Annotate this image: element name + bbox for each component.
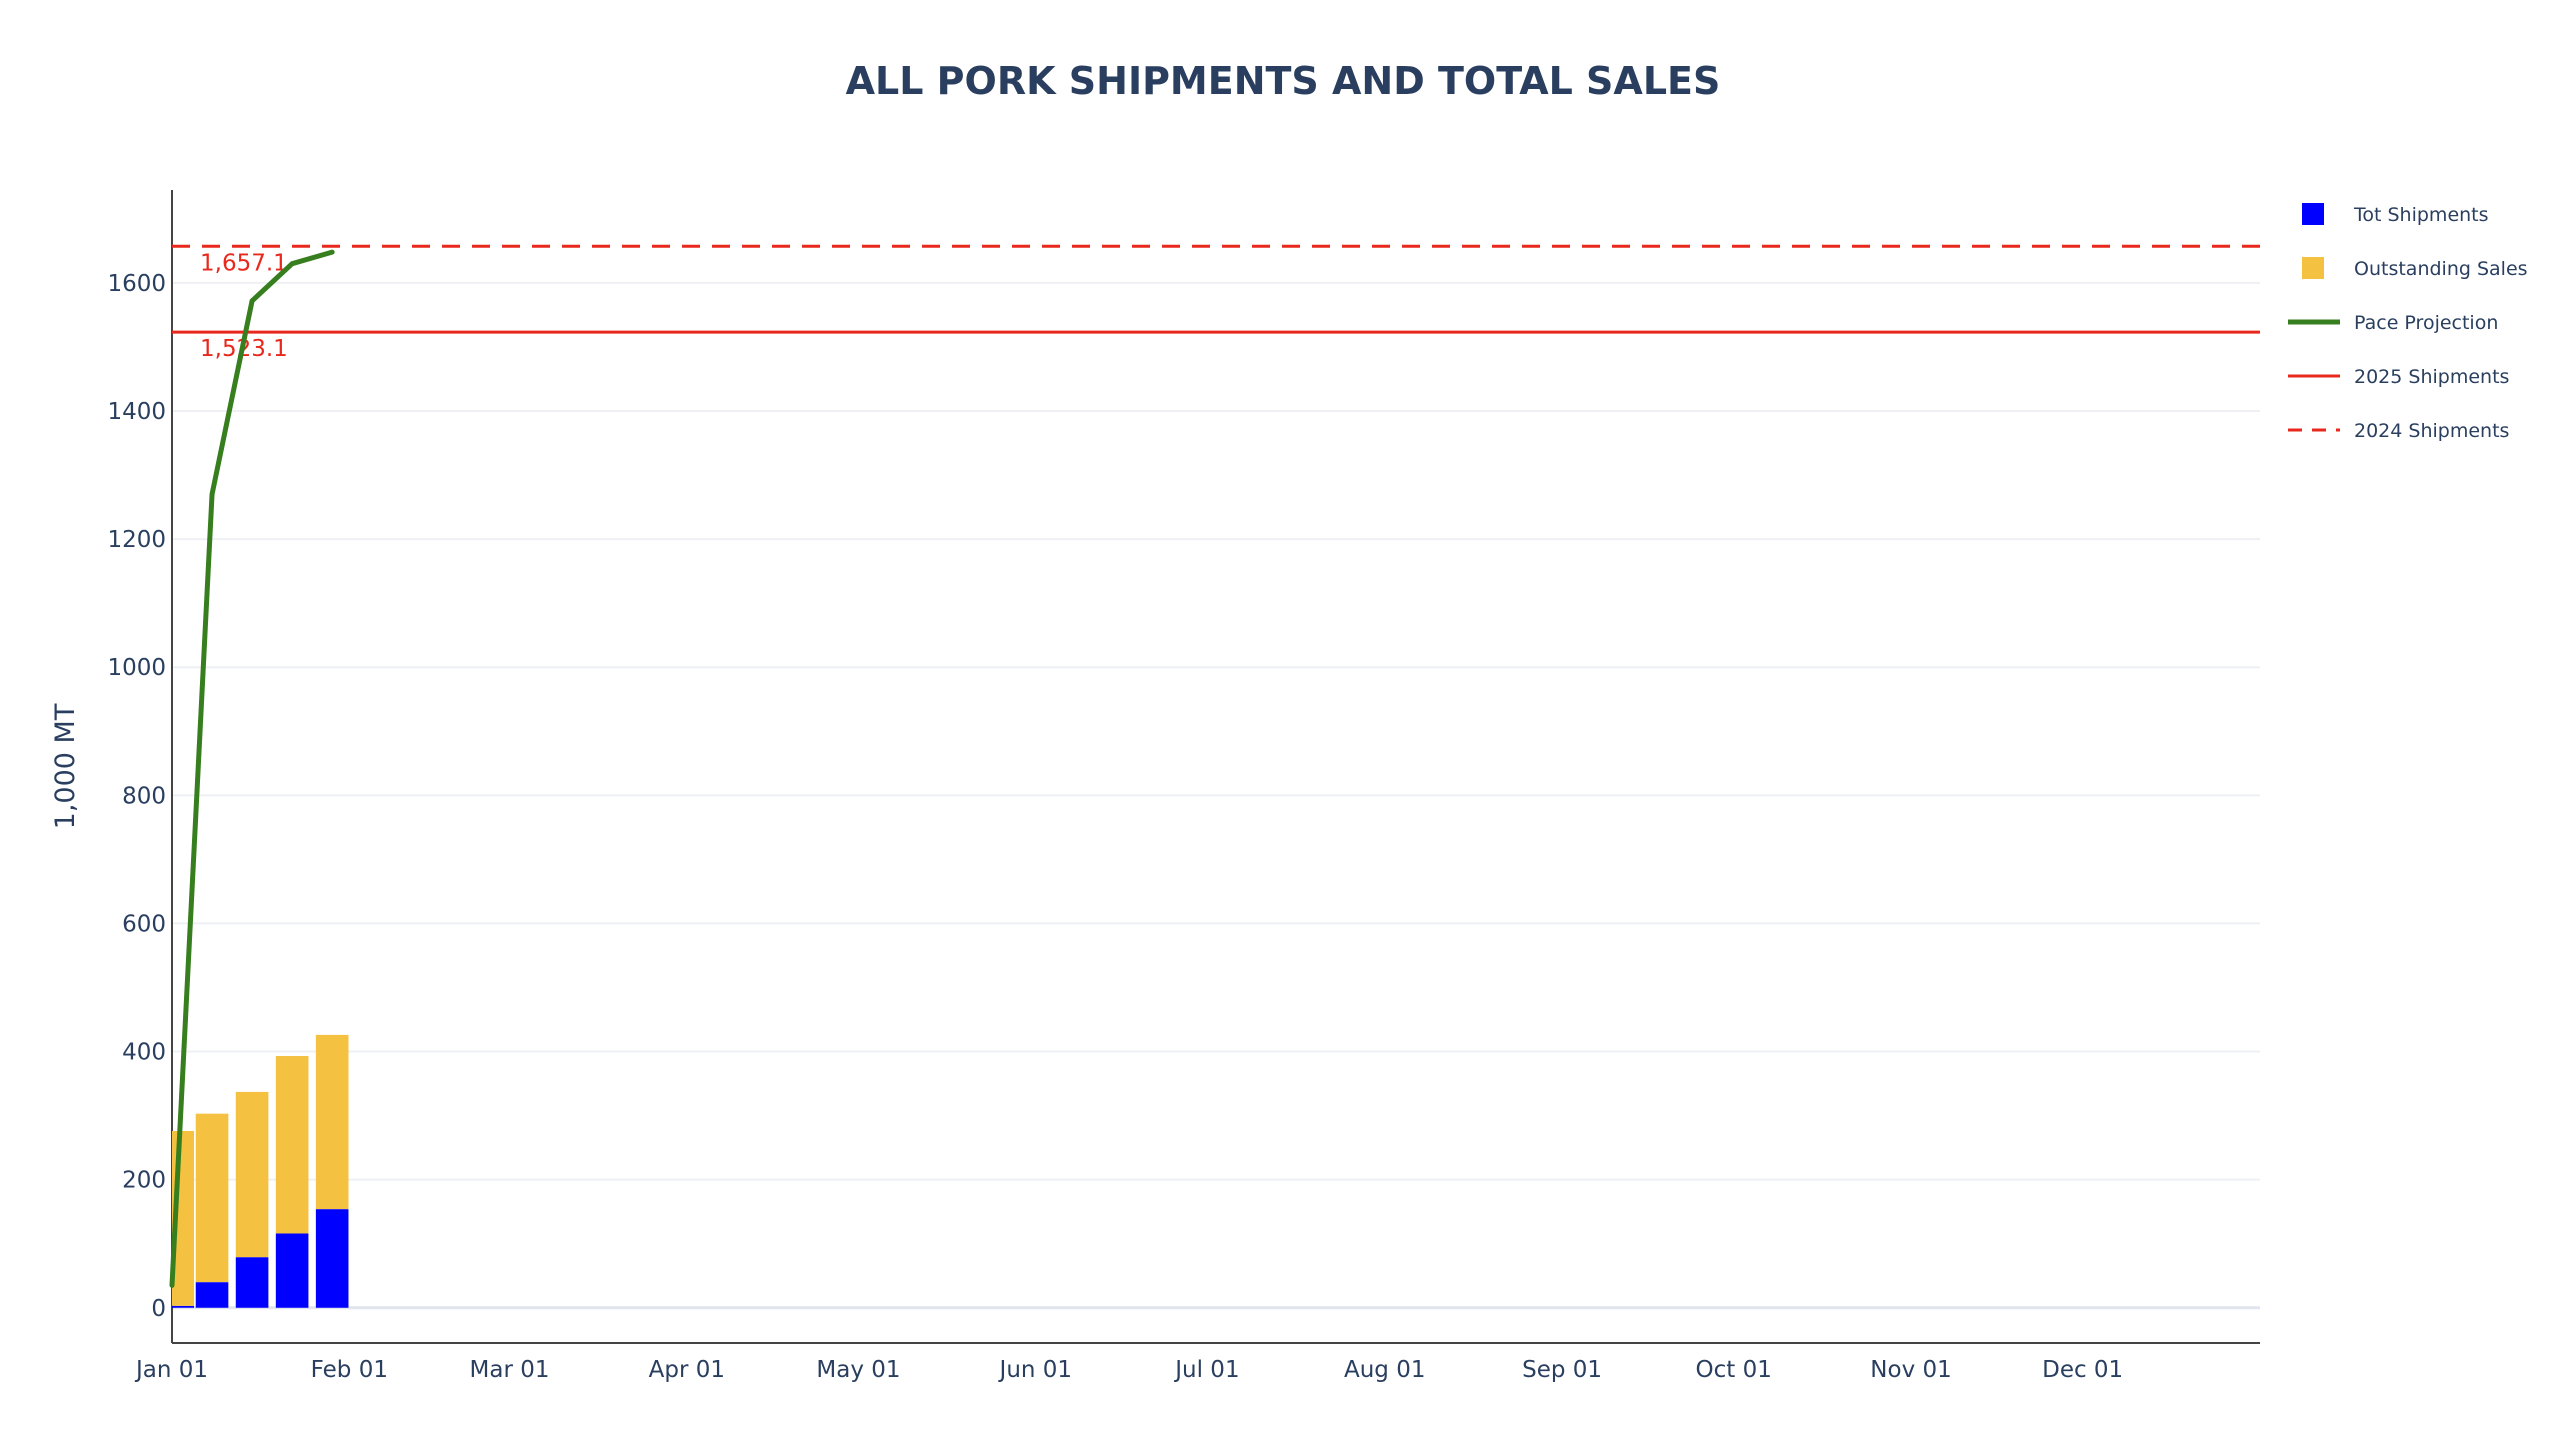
y-axis-title: 1,000 MT [50,703,81,829]
bar-tot-shipments [315,1209,349,1308]
bar-tot-shipments [275,1233,309,1308]
legend-swatch [2302,203,2324,225]
x-tick-label: Nov 01 [1870,1357,1951,1383]
legend-swatch [2302,257,2324,279]
legend-label: 2024 Shipments [2354,420,2509,442]
reference-lines: 1,523.11,657.1 [172,244,2260,362]
line-pace-projection [169,249,335,1288]
line-series [169,249,335,1288]
legend-label: 2025 Shipments [2354,366,2509,388]
legend-label: Tot Shipments [2353,204,2489,226]
bars [172,1034,349,1308]
y-tick-label: 400 [122,1040,166,1066]
bar-tot-shipments [235,1257,269,1308]
y-tick-label: 200 [122,1168,166,1194]
y-tick-label: 1600 [107,271,166,297]
gridlines [172,281,2260,1310]
legend[interactable]: Tot Shipments Outstanding Sales Pace Proje… [2288,203,2528,442]
axes [171,190,2260,1344]
y-tick-label: 0 [151,1296,166,1322]
legend-item-tot-shipments: Tot Shipments [2302,203,2489,226]
legend-item-2024-shipments: 2024 Shipments [2288,420,2509,442]
x-tick-label: Dec 01 [2042,1357,2123,1383]
bar-outstanding-sales [315,1034,349,1210]
x-tick-label: Jul 01 [1173,1357,1239,1383]
tick-labels: 0 200 400 600 800 1000 1200 1400 1600 Jan 01 Feb 0… [107,271,2123,1383]
bar-tot-shipments [195,1282,229,1308]
x-tick-label: Oct 01 [1696,1357,1772,1383]
x-tick-label: Jan 01 [134,1357,208,1383]
y-tick-label: 1400 [107,399,166,425]
y-tick-label: 600 [122,911,166,937]
x-tick-label: Mar 01 [470,1357,550,1383]
bar-outstanding-sales [235,1091,269,1258]
x-tick-label: Sep 01 [1522,1357,1602,1383]
x-tick-label: May 01 [816,1357,900,1383]
chart-title: ALL PORK SHIPMENTS AND TOTAL SALES [846,59,1721,103]
legend-item-pace-projection: Pace Projection [2288,312,2498,334]
bar-outstanding-sales [275,1056,309,1234]
ref-line-label: 1,657.1 [200,250,288,276]
y-tick-label: 1000 [107,655,166,681]
x-tick-label: Apr 01 [649,1357,725,1383]
x-tick-label: Feb 01 [311,1357,388,1383]
legend-label: Outstanding Sales [2354,258,2528,280]
legend-label: Pace Projection [2354,312,2498,334]
x-tick-label: Jun 01 [998,1357,1073,1383]
y-tick-label: 1200 [107,527,166,553]
y-tick-label: 800 [122,783,166,809]
x-tick-label: Aug 01 [1344,1357,1426,1383]
legend-item-2025-shipments: 2025 Shipments [2288,366,2509,388]
legend-item-outstanding-sales: Outstanding Sales [2302,257,2528,280]
bar-outstanding-sales [195,1113,229,1283]
bar-tot-shipments [172,1305,195,1308]
